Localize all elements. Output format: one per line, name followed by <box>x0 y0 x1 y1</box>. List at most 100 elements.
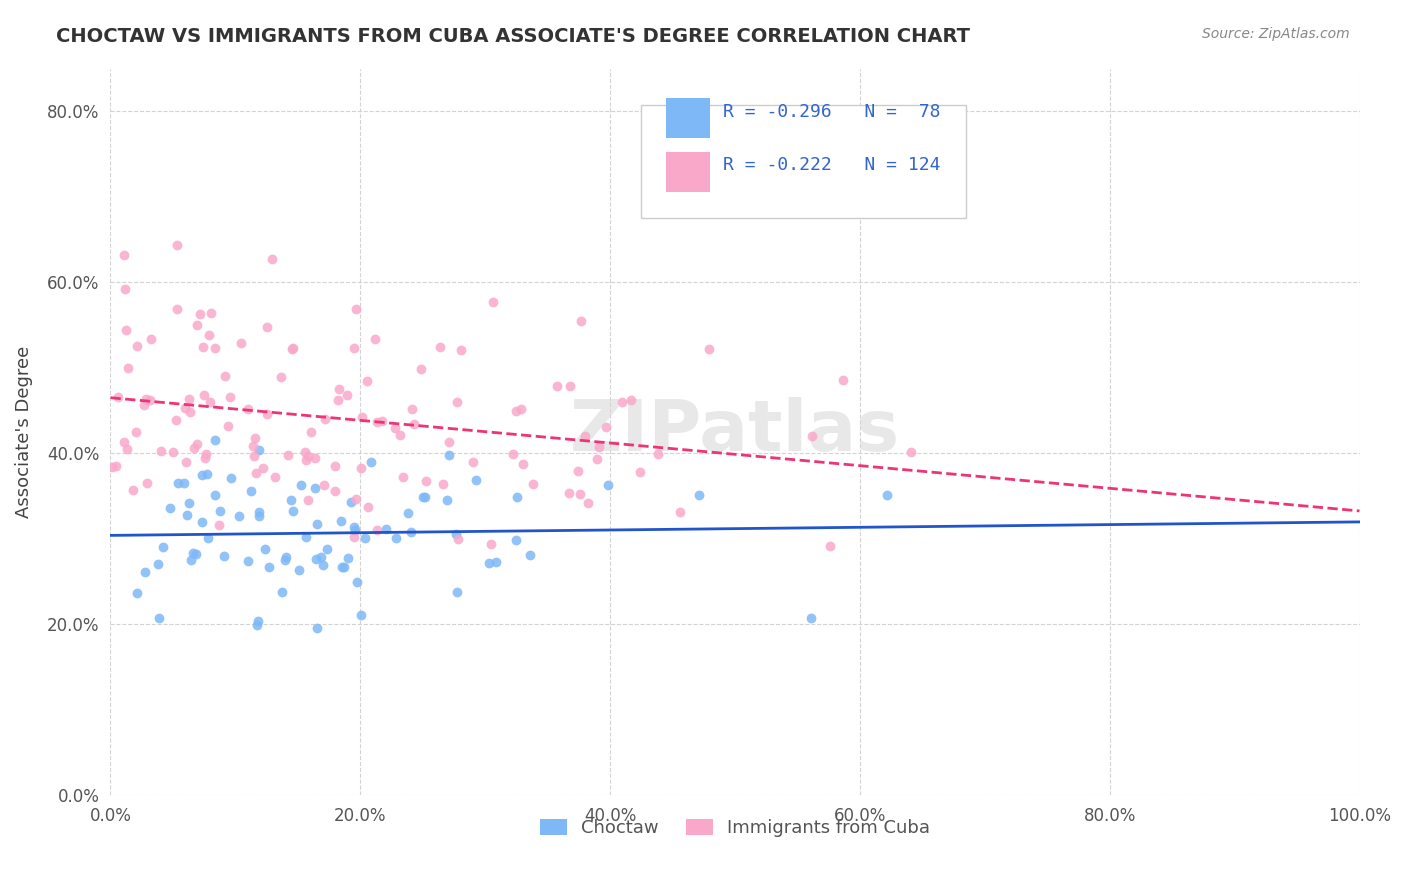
Point <box>522 477 544 491</box>
Point <box>245 467 267 481</box>
Point <box>669 505 692 519</box>
Point <box>107 391 129 405</box>
Point <box>186 437 208 451</box>
Point <box>112 248 135 262</box>
Point <box>350 461 373 475</box>
Point <box>336 550 359 565</box>
Point <box>502 447 524 461</box>
Point <box>281 504 304 518</box>
Point <box>135 392 157 406</box>
Point <box>505 533 527 548</box>
Point <box>184 547 207 561</box>
Point <box>336 388 359 402</box>
Point <box>165 412 187 426</box>
Point <box>236 402 259 417</box>
Point <box>343 523 366 537</box>
Point <box>401 402 423 417</box>
Point <box>188 307 211 321</box>
Y-axis label: Associate's Degree: Associate's Degree <box>15 346 32 518</box>
Text: ZIPatlas: ZIPatlas <box>569 398 900 467</box>
Point <box>437 435 460 450</box>
Point <box>200 306 222 320</box>
Point <box>181 546 204 560</box>
Point <box>630 465 652 479</box>
Point <box>270 370 292 384</box>
Point <box>297 449 319 463</box>
Point <box>329 514 352 528</box>
Point <box>356 374 378 388</box>
Point <box>208 518 231 533</box>
Point <box>396 506 419 520</box>
Point <box>446 394 468 409</box>
Point <box>412 490 434 504</box>
Point <box>309 550 332 565</box>
Point <box>166 476 188 491</box>
Point <box>546 379 568 393</box>
Point <box>214 369 236 384</box>
Text: Source: ZipAtlas.com: Source: ZipAtlas.com <box>1202 27 1350 41</box>
Point <box>304 451 326 466</box>
Point <box>125 586 148 600</box>
Point <box>166 302 188 317</box>
Point <box>344 302 367 317</box>
Text: R = -0.296   N =  78: R = -0.296 N = 78 <box>723 103 941 121</box>
Point <box>173 476 195 491</box>
Bar <box>666 153 710 192</box>
Point <box>411 362 433 376</box>
Point <box>595 419 617 434</box>
Point <box>505 403 527 417</box>
Point <box>392 470 415 484</box>
Point <box>139 392 162 407</box>
Point <box>574 429 596 443</box>
Bar <box>666 97 710 137</box>
Point <box>900 445 922 459</box>
Point <box>174 455 197 469</box>
Point <box>340 495 363 509</box>
Point <box>177 496 200 510</box>
Point <box>647 447 669 461</box>
Point <box>146 557 169 571</box>
Point <box>360 455 382 469</box>
Point <box>114 323 136 337</box>
Point <box>371 414 394 428</box>
Point <box>294 530 316 544</box>
Point <box>344 491 367 506</box>
Point <box>323 483 346 498</box>
Point <box>446 585 468 599</box>
Point <box>415 474 437 488</box>
Point <box>243 449 266 463</box>
Point <box>190 467 212 482</box>
Point <box>219 471 242 485</box>
Point <box>567 464 589 478</box>
Point <box>333 560 356 574</box>
Point <box>114 435 136 450</box>
Point <box>450 343 472 358</box>
Point <box>346 575 368 590</box>
Point <box>399 525 422 540</box>
Point <box>343 530 366 544</box>
Point <box>212 549 235 563</box>
Point <box>134 565 156 579</box>
Point <box>366 523 388 537</box>
Legend: Choctaw, Immigrants from Cuba: Choctaw, Immigrants from Cuba <box>533 812 938 845</box>
Point <box>117 361 139 376</box>
Point <box>447 533 470 547</box>
Point <box>177 392 200 406</box>
Point <box>166 237 188 252</box>
Point <box>247 614 270 628</box>
Point <box>229 335 252 350</box>
Point <box>247 442 270 457</box>
Point <box>256 320 278 334</box>
Point <box>191 515 214 529</box>
Text: CHOCTAW VS IMMIGRANTS FROM CUBA ASSOCIATE'S DEGREE CORRELATION CHART: CHOCTAW VS IMMIGRANTS FROM CUBA ASSOCIAT… <box>56 27 970 45</box>
Point <box>191 340 214 354</box>
Point <box>264 470 287 484</box>
Point <box>596 477 619 491</box>
Point <box>314 478 336 492</box>
Point <box>204 488 226 502</box>
Point <box>299 425 322 440</box>
Point <box>152 540 174 554</box>
FancyBboxPatch shape <box>641 105 966 218</box>
Point <box>620 392 643 407</box>
Point <box>247 505 270 519</box>
